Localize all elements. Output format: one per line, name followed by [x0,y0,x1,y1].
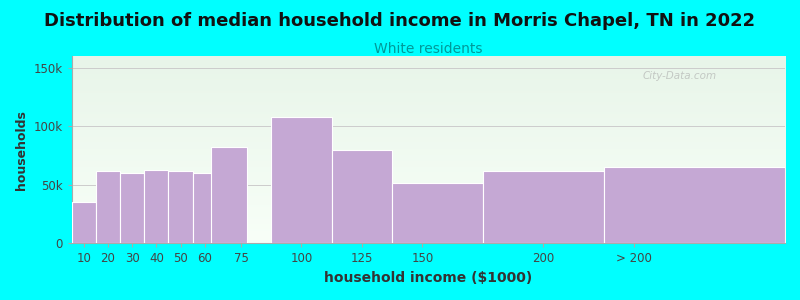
Bar [392,182,482,243]
Bar [120,173,144,243]
X-axis label: household income ($1000): household income ($1000) [324,271,533,285]
Text: City-Data.com: City-Data.com [642,71,717,81]
Bar [96,171,120,243]
Bar [604,167,785,243]
Bar [482,171,604,243]
Text: Distribution of median household income in Morris Chapel, TN in 2022: Distribution of median household income … [45,12,755,30]
Bar [144,169,169,243]
Bar [72,202,96,243]
Title: White residents: White residents [374,42,482,56]
Bar [193,173,217,243]
Y-axis label: households: households [15,110,28,190]
Bar [210,147,247,243]
Bar [271,117,332,243]
Bar [332,150,392,243]
Bar [169,171,193,243]
